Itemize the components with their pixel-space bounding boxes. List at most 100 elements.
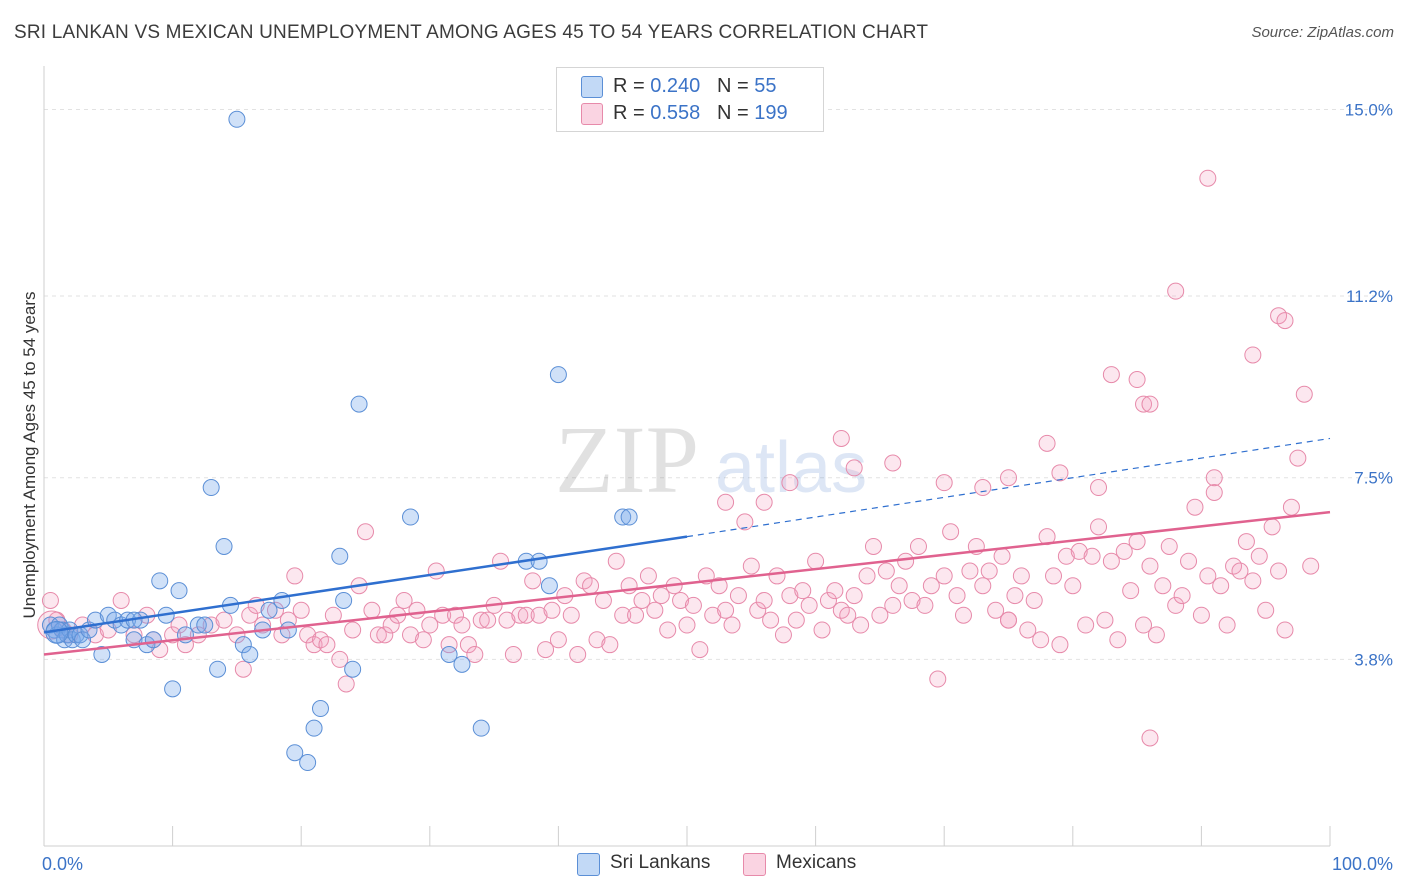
mexicans-point <box>614 606 632 624</box>
mexicans-point <box>800 596 818 614</box>
mexicans-point <box>1012 567 1030 585</box>
mexicans-point <box>1231 562 1249 580</box>
mexicans-point <box>884 596 902 614</box>
mexicans-point <box>1250 547 1268 565</box>
sri-lankans-point <box>402 508 420 526</box>
mexicans-point <box>504 646 522 663</box>
sri-lankans-point <box>311 700 329 718</box>
mexicans-point <box>459 636 477 654</box>
mexicans-point <box>1180 552 1198 570</box>
mexicans-point <box>742 557 760 575</box>
mexicans-point <box>678 616 696 634</box>
mexicans-point <box>594 591 612 609</box>
mexicans-point <box>710 577 728 595</box>
mexicans-point <box>1051 636 1069 654</box>
sri-lankans-label: Sri Lankans <box>610 852 711 873</box>
r-label: R = <box>613 75 651 97</box>
sri-lankans-point <box>209 660 227 678</box>
mexicans-point <box>774 626 792 644</box>
mexicans-point <box>954 606 972 624</box>
mexicans-point <box>845 587 863 605</box>
mexicans-point <box>363 601 381 619</box>
mexicans-point <box>646 601 664 619</box>
y-tick-labels: 3.8% 7.5% 11.2% 15.0% <box>1345 100 1393 669</box>
sri-lankans-point <box>241 646 259 663</box>
mexicans-point <box>607 552 625 570</box>
mexicans-point <box>1141 395 1159 413</box>
mexicans-point <box>1167 596 1185 614</box>
mexicans-point <box>569 646 587 663</box>
mexicans-point <box>1237 533 1255 551</box>
mexicans-point <box>170 616 188 634</box>
mexicans-point <box>723 616 741 634</box>
mexicans-point <box>1218 616 1236 634</box>
mexicans-point <box>215 611 233 629</box>
sri-lankans-point <box>74 631 92 649</box>
sri-lankans-point <box>189 616 207 634</box>
mexicans-point <box>826 582 844 600</box>
y-axis-label: Unemployment Among Ages 45 to 54 years <box>20 291 39 619</box>
source-label: Source: ZipAtlas.com <box>1251 24 1394 41</box>
mexicans-point <box>884 454 902 472</box>
mexicans-point <box>1257 601 1275 619</box>
watermark: ZIP atlas <box>555 406 867 513</box>
n-label: N = <box>716 102 755 124</box>
mexicans-point <box>299 626 317 644</box>
r-value: 0.240 <box>650 75 701 97</box>
mexicans-point <box>1064 577 1082 595</box>
x-tick-labels: 0.0% 100.0% <box>42 854 1393 874</box>
mexicans-point <box>1199 567 1217 585</box>
sri-lankans-point <box>164 680 182 698</box>
r-value: 0.558 <box>650 102 701 124</box>
mexicans-point <box>1000 611 1017 629</box>
mexicans-point <box>942 523 960 541</box>
mexicans-point <box>1154 577 1172 595</box>
mexicans-point <box>440 636 458 654</box>
mexicans-point <box>1302 557 1320 575</box>
sri-lankans-point <box>540 577 558 595</box>
mexicans-point <box>125 626 143 644</box>
mexicans-point <box>781 587 799 605</box>
mexicans-point <box>935 567 953 585</box>
mexicans-point <box>909 537 927 555</box>
sri-lankans-point <box>299 754 317 772</box>
mexicans-point <box>762 611 780 629</box>
sri-lankans-swatch <box>581 76 603 98</box>
mexicans-point <box>1128 533 1146 551</box>
mexicans-point <box>890 577 908 595</box>
mexicans-point <box>1135 395 1153 413</box>
mexicans-point <box>987 601 1005 619</box>
mexicans-point <box>479 611 497 629</box>
mexicans-point <box>1192 606 1210 624</box>
mexicans-point <box>813 621 831 639</box>
mexicans-point <box>530 606 548 624</box>
mexicans-point <box>41 591 59 609</box>
mexicans-point <box>1276 312 1294 330</box>
mexicans-point <box>1141 729 1159 747</box>
mexicans-swatch <box>581 103 603 125</box>
mexicans-point <box>357 523 374 541</box>
sri-lankans-point <box>305 719 323 737</box>
n-label: N = <box>716 75 755 97</box>
mexicans-point <box>729 587 747 605</box>
sri-lankans-point <box>344 660 362 678</box>
mexicans-point <box>472 611 490 629</box>
mexicans-point <box>266 601 284 619</box>
mexicans-point <box>1006 587 1024 605</box>
mexicans-point <box>1282 498 1300 516</box>
mexicans-point <box>1077 616 1095 634</box>
mexicans-point <box>717 601 735 619</box>
mexicans-point <box>466 646 484 663</box>
sri-lankans-point <box>453 655 471 673</box>
stats-legend: R = 0.240 N = 55 R = 0.558 N = 199 <box>556 67 824 132</box>
sri-lankans-point <box>549 366 567 384</box>
mexicans-point <box>1135 616 1153 634</box>
mexicans-point <box>903 591 921 609</box>
mexicans-point <box>286 567 304 585</box>
mexicans-point <box>897 552 915 570</box>
mexicans-point <box>1090 479 1108 497</box>
mexicans-point <box>974 479 992 497</box>
mexicans-point <box>543 601 561 619</box>
mexicans-point <box>511 606 529 624</box>
y-tick-label: 15.0% <box>1345 100 1393 119</box>
